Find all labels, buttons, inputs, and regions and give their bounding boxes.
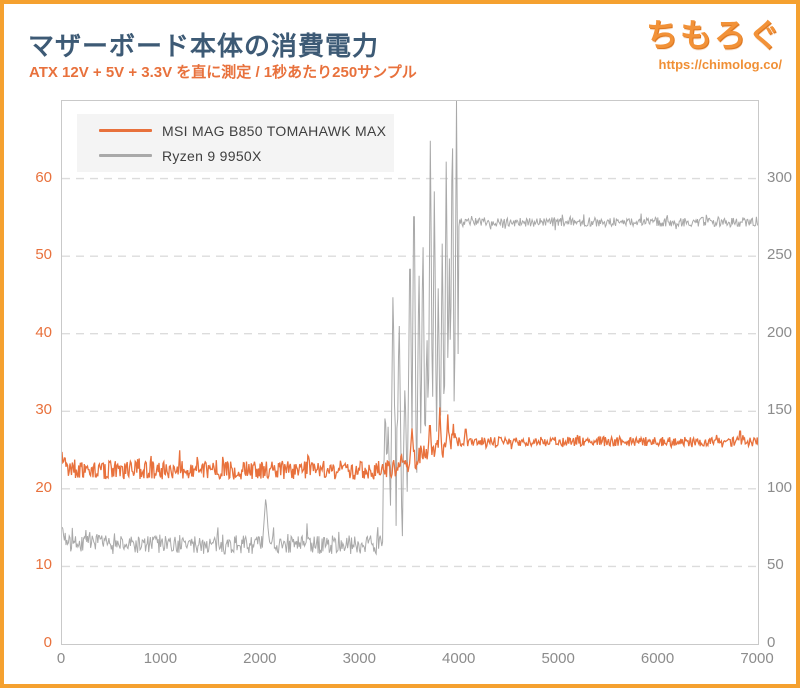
site-logo-text: ちもろぐ [645, 17, 782, 53]
site-logo: ちもろぐ https://chimolog.co/ [646, 10, 782, 72]
legend-entry-msi: MSI MAG B850 TOMAHAWK MAX [99, 123, 394, 139]
y-right-tick-label: 250 [767, 246, 793, 264]
y-left-tick-label: 0 [43, 634, 52, 651]
x-tick-label: 4000 [442, 650, 476, 667]
y-right-tick-label: 300 [767, 168, 793, 186]
y-right-tick-label: 0 [767, 634, 776, 651]
y-left-tick-label: 20 [35, 478, 52, 496]
chart-plot-area [61, 100, 759, 645]
legend-swatch-msi [99, 129, 152, 132]
page-title: マザーボード本体の消費電力 [28, 31, 380, 61]
y-left-tick-label: 50 [35, 246, 52, 264]
x-tick-label: 3000 [342, 650, 376, 667]
y-left-tick-label: 10 [35, 556, 52, 574]
x-tick-label: 0 [56, 650, 66, 667]
y-right-tick-label: 200 [767, 323, 793, 341]
page-subtitle: ATX 12V + 5V + 3.3V を直に測定 / 1秒あたり250サンプル [29, 64, 417, 81]
site-logo-url: https://chimolog.co/ [658, 57, 783, 72]
legend-swatch-ryzen [99, 154, 152, 157]
legend-label-ryzen: Ryzen 9 9950X [162, 147, 262, 164]
y-left-tick-label: 40 [35, 323, 52, 341]
x-tick-label: 7000 [740, 650, 774, 667]
y-right-tick-label: 150 [767, 401, 793, 419]
chart-canvas [62, 101, 758, 568]
legend-entry-ryzen: Ryzen 9 9950X [99, 148, 394, 164]
x-tick-label: 5000 [541, 650, 575, 667]
legend-label-msi: MSI MAG B850 TOMAHAWK MAX [162, 122, 387, 139]
chart-legend: MSI MAG B850 TOMAHAWK MAX Ryzen 9 9950X [77, 114, 394, 172]
series-line-ryzen [62, 101, 758, 556]
y-right-tick-label: 100 [767, 478, 793, 496]
series-line-msi [62, 407, 758, 481]
x-tick-label: 2000 [243, 650, 277, 667]
y-right-tick-label: 50 [767, 556, 784, 574]
y-left-tick-label: 60 [35, 168, 52, 186]
y-left-tick-label: 30 [35, 401, 52, 419]
x-tick-label: 1000 [143, 650, 178, 667]
x-tick-label: 6000 [640, 650, 675, 667]
